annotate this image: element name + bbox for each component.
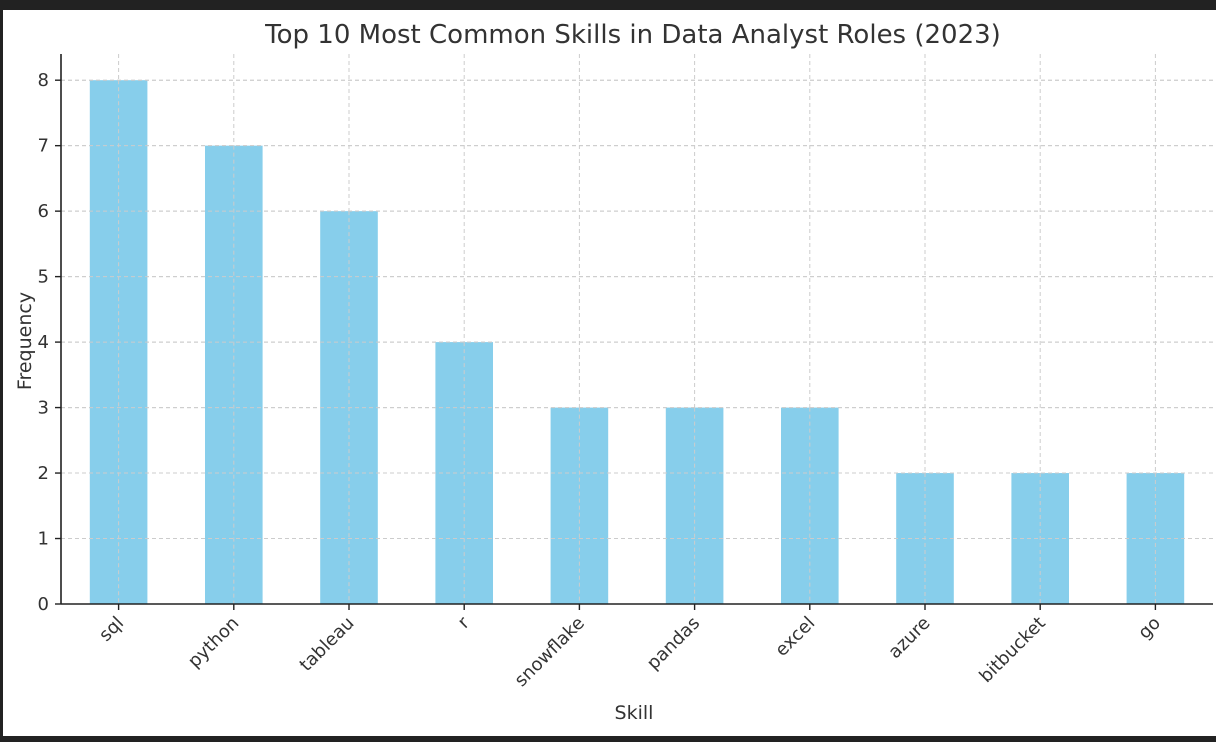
chart-panel: Top 10 Most Common Skills in Data Analys… [3,10,1216,736]
y-tick-label: 3 [38,398,49,419]
x-tick-label: excel [771,613,819,661]
x-tick-label: sql [95,613,128,646]
bars [61,79,1213,605]
y-tick-label: 8 [38,70,49,91]
y-axis-label: Frequency [14,292,36,390]
x-tick-label: snowflake [511,613,589,691]
x-tick-label: pandas [643,613,704,674]
bar-chart: Top 10 Most Common Skills in Data Analys… [14,20,1213,724]
x-axis-label: Skill [615,702,654,724]
x-tick-label: azure [884,613,934,663]
x-tick-label: go [1134,613,1165,644]
y-tick-label: 2 [38,463,49,484]
y-tick-label: 5 [38,267,49,288]
x-tick-label: python [184,613,243,672]
axes [55,54,1213,610]
y-tick-label: 6 [38,201,49,222]
y-tick-label: 7 [38,136,49,157]
chart-title: Top 10 Most Common Skills in Data Analys… [264,20,1001,50]
x-tick-label: tableau [296,613,359,676]
x-tick-label: bitbucket [975,613,1049,687]
bar-python [205,145,263,604]
y-tick-label: 4 [38,332,49,353]
x-tick-label: r [454,612,475,633]
y-tick-label: 1 [38,529,49,550]
y-tick-label: 0 [38,594,49,615]
